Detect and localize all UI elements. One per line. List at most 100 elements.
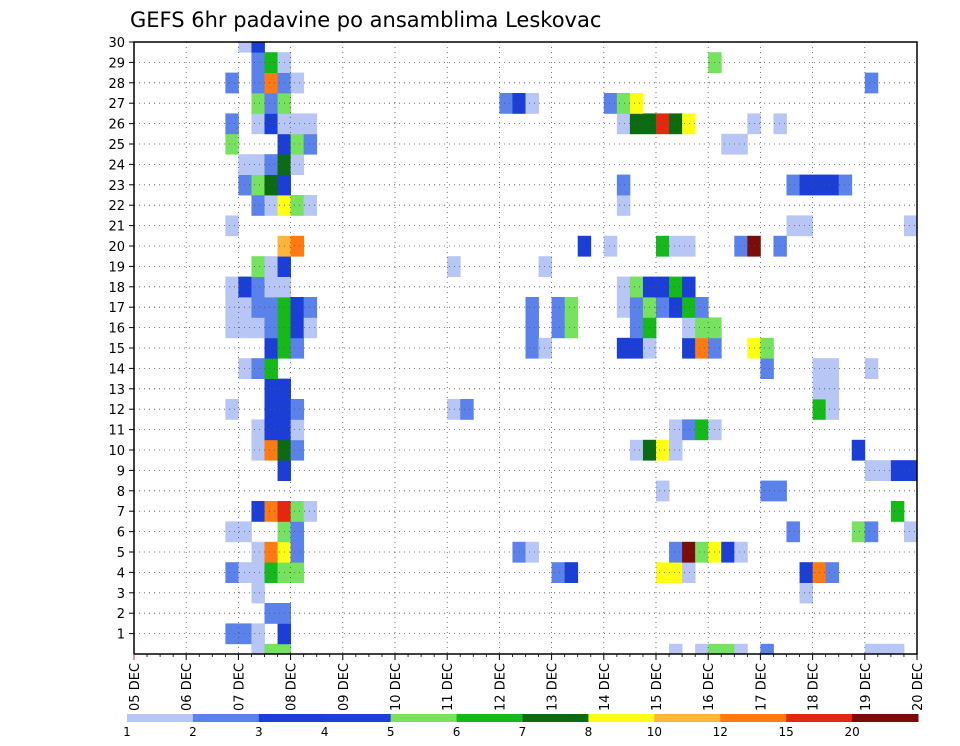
colorbar-swatch bbox=[522, 714, 589, 722]
heatmap-cell bbox=[290, 501, 305, 522]
colorbar-swatch bbox=[324, 714, 392, 722]
x-tick-label: 09 DEC bbox=[337, 663, 352, 711]
heatmap-cell bbox=[616, 174, 631, 196]
heatmap-cell bbox=[303, 113, 318, 135]
heatmap-cell bbox=[799, 174, 813, 196]
heatmap-cell bbox=[251, 582, 265, 604]
x-tick-label: 08 DEC bbox=[285, 663, 300, 711]
y-tick-label: 16 bbox=[108, 322, 125, 337]
heatmap-cell bbox=[264, 297, 278, 318]
y-tick-label: 28 bbox=[108, 77, 125, 92]
y-tick-label: 9 bbox=[117, 464, 125, 479]
heatmap-cell bbox=[656, 297, 670, 318]
heatmap-cell bbox=[669, 643, 683, 655]
heatmap-cell bbox=[721, 541, 735, 563]
heatmap-cell bbox=[303, 195, 318, 216]
heatmap-cell bbox=[251, 42, 265, 53]
heatmap-cell bbox=[225, 521, 239, 543]
heatmap-cell bbox=[734, 541, 748, 563]
heatmap-cell bbox=[290, 521, 305, 543]
colorbar-label: 4 bbox=[321, 725, 329, 739]
x-tick-label: 11 DEC bbox=[441, 663, 456, 711]
heatmap-cell bbox=[851, 439, 866, 461]
y-tick-label: 17 bbox=[108, 301, 125, 316]
colorbar-label: 1 bbox=[123, 725, 131, 739]
colorbar-label: 12 bbox=[713, 725, 728, 739]
x-tick-label: 17 DEC bbox=[754, 663, 769, 711]
heatmap-cell bbox=[290, 317, 305, 339]
heatmap-cell bbox=[890, 643, 905, 655]
heatmap-cell bbox=[264, 317, 278, 339]
heatmap-cell bbox=[786, 215, 800, 237]
heatmap-cell bbox=[721, 133, 735, 155]
heatmap-cell bbox=[264, 399, 278, 420]
heatmap-cell bbox=[251, 562, 265, 583]
heatmap-cell bbox=[238, 623, 252, 645]
heatmap-cell bbox=[238, 521, 252, 543]
heatmap-cell bbox=[708, 643, 722, 655]
heatmap-cell bbox=[225, 297, 239, 318]
heatmap-cell bbox=[525, 317, 539, 339]
x-tick-label: 10 DEC bbox=[389, 663, 404, 711]
heatmap-cell bbox=[629, 276, 644, 298]
heatmap-cell bbox=[669, 562, 683, 583]
heatmap-cell bbox=[251, 93, 265, 114]
heatmap-cell bbox=[238, 42, 252, 53]
heatmap-cell bbox=[734, 133, 748, 155]
heatmap-cell bbox=[251, 154, 265, 175]
colorbar-label: 2 bbox=[189, 725, 197, 739]
heatmap-cell bbox=[277, 643, 291, 655]
heatmap-cell bbox=[864, 521, 879, 543]
colorbar-swatch bbox=[390, 714, 458, 722]
x-tick-label: 13 DEC bbox=[546, 663, 561, 711]
heatmap-cell bbox=[525, 297, 539, 318]
y-tick-label: 11 bbox=[108, 424, 125, 439]
heatmap-cell bbox=[264, 419, 278, 441]
heatmap-cell bbox=[225, 623, 239, 645]
heatmap-cell bbox=[290, 195, 305, 216]
heatmap-cell bbox=[290, 562, 305, 583]
heatmap-cell bbox=[669, 297, 683, 318]
heatmap-cell bbox=[864, 460, 879, 481]
heatmap-cell bbox=[786, 174, 800, 196]
heatmap-cell bbox=[264, 358, 278, 379]
heatmap-cell bbox=[603, 235, 618, 257]
heatmap-cell bbox=[551, 562, 566, 583]
heatmap-cell bbox=[616, 297, 631, 318]
heatmap-cell bbox=[264, 337, 278, 359]
heatmap-cell bbox=[251, 358, 265, 379]
heatmap-cell bbox=[251, 541, 265, 563]
x-tick-label: 16 DEC bbox=[702, 663, 717, 711]
y-tick-label: 15 bbox=[108, 342, 125, 357]
heatmap-cell bbox=[734, 235, 748, 257]
heatmap-cell bbox=[290, 154, 305, 175]
y-tick-label: 25 bbox=[108, 138, 125, 153]
heatmap-cell bbox=[251, 174, 265, 196]
heatmap-cell bbox=[825, 174, 840, 196]
heatmap-cell bbox=[682, 113, 696, 135]
heatmap-cell bbox=[838, 174, 853, 196]
colorbar-label: 7 bbox=[519, 725, 527, 739]
heatmap-cell bbox=[851, 521, 866, 543]
heatmap-cell bbox=[290, 133, 305, 155]
heatmap-cell bbox=[564, 317, 579, 339]
heatmap-cell bbox=[251, 297, 265, 318]
heatmap-cell bbox=[447, 256, 461, 277]
heatmap-cell bbox=[825, 399, 840, 420]
heatmap-cell bbox=[499, 93, 513, 114]
heatmap-cell bbox=[629, 113, 644, 135]
heatmap-cell bbox=[682, 317, 696, 339]
heatmap-cell bbox=[225, 133, 239, 155]
heatmap-cell bbox=[656, 276, 670, 298]
heatmap-cell bbox=[264, 195, 278, 216]
heatmap-cell bbox=[629, 93, 644, 114]
heatmap-cell bbox=[864, 72, 879, 94]
heatmap-cell bbox=[695, 643, 709, 655]
heatmap-cell bbox=[825, 562, 840, 583]
heatmap-cell bbox=[773, 235, 787, 257]
heatmap-cell bbox=[564, 562, 579, 583]
colorbar-label: 15 bbox=[779, 725, 794, 739]
heatmap-cell bbox=[903, 460, 918, 481]
heatmap-cell bbox=[551, 317, 566, 339]
heatmap-cell bbox=[629, 317, 644, 339]
